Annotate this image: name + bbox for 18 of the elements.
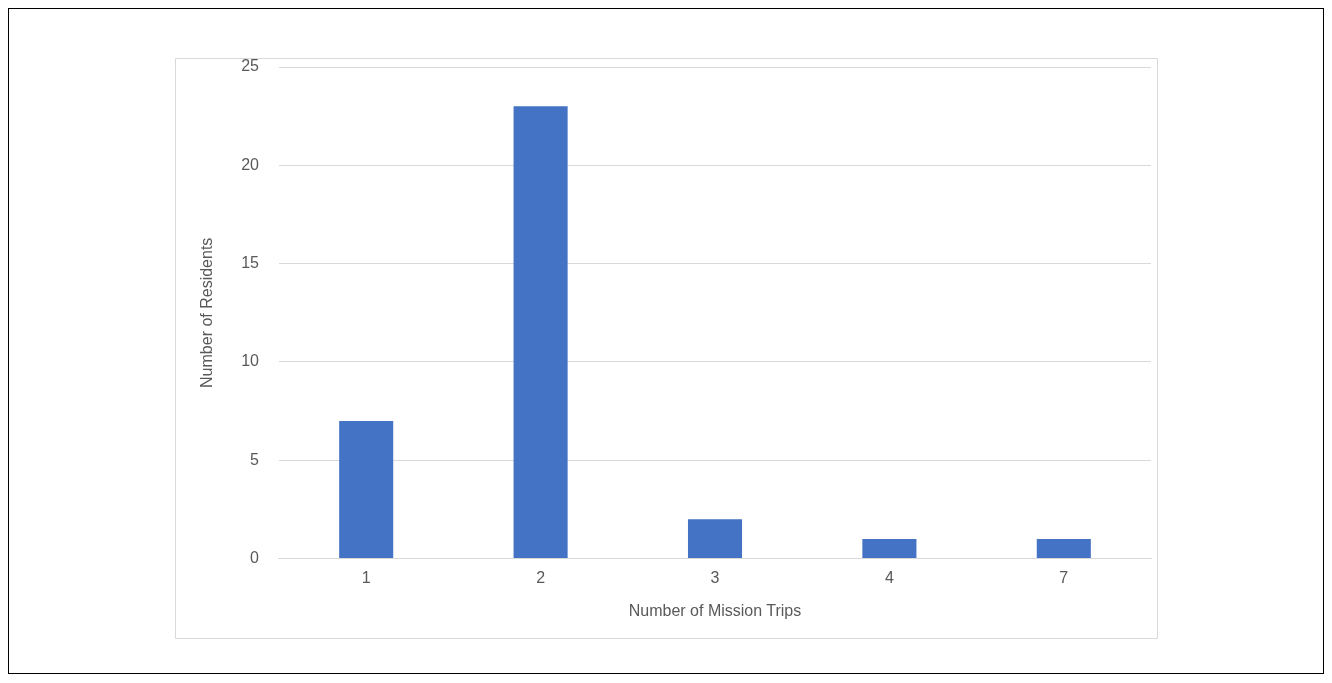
x-tick-label: 1 bbox=[361, 568, 371, 586]
x-tick-label: 2 bbox=[536, 568, 546, 586]
y-tick-label: 10 bbox=[241, 352, 260, 370]
bar bbox=[513, 106, 568, 559]
y-axis-title: Number of Residents bbox=[198, 237, 216, 388]
x-tick-label: 7 bbox=[1059, 568, 1069, 586]
y-tick-label: 15 bbox=[241, 254, 260, 272]
y-tick-label: 25 bbox=[241, 57, 260, 75]
bar bbox=[687, 519, 743, 559]
y-tick-label: 5 bbox=[250, 450, 260, 468]
y-tick-label: 0 bbox=[250, 549, 260, 567]
x-tick-label: 4 bbox=[884, 568, 894, 586]
x-axis-title: Number of Mission Trips bbox=[628, 601, 802, 619]
bar bbox=[862, 538, 917, 559]
y-tick-label: 20 bbox=[241, 155, 260, 173]
bar bbox=[1036, 538, 1091, 559]
bar bbox=[339, 420, 394, 559]
x-tick-label: 3 bbox=[710, 568, 720, 586]
